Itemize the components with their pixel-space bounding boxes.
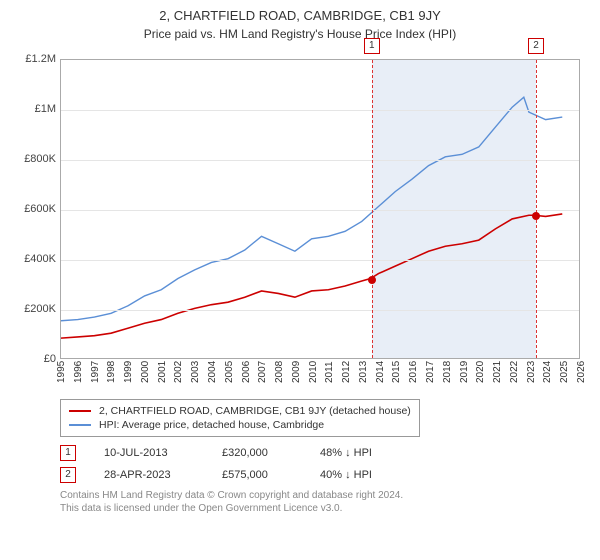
marker-dot (532, 212, 540, 220)
x-tick-label: 2025 (559, 361, 570, 383)
x-tick-label: 2006 (241, 361, 252, 383)
footer-line2: This data is licensed under the Open Gov… (60, 502, 588, 515)
sale-number-box: 2 (60, 467, 76, 483)
sale-pct: 48% ↓ HPI (320, 447, 372, 459)
x-tick-label: 1996 (73, 361, 84, 383)
sale-price: £320,000 (222, 447, 292, 459)
sale-number-box: 1 (60, 445, 76, 461)
marker-dot (368, 276, 376, 284)
x-tick-label: 2017 (425, 361, 436, 383)
legend-row: 2, CHARTFIELD ROAD, CAMBRIDGE, CB1 9JY (… (69, 404, 411, 418)
series-lines (61, 60, 579, 358)
x-tick-label: 2022 (509, 361, 520, 383)
x-tick-label: 2014 (375, 361, 386, 383)
marker-number-box: 2 (528, 38, 544, 54)
sale-row: 1 10-JUL-2013 £320,000 48% ↓ HPI (60, 445, 588, 461)
sale-date: 28-APR-2023 (104, 469, 194, 481)
sale-table: 1 10-JUL-2013 £320,000 48% ↓ HPI 2 28-APR-202… (60, 445, 588, 483)
legend-swatch (69, 424, 91, 426)
legend-swatch (69, 410, 91, 412)
x-tick-label: 2007 (257, 361, 268, 383)
x-tick-label: 2013 (358, 361, 369, 383)
legend: 2, CHARTFIELD ROAD, CAMBRIDGE, CB1 9JY (… (60, 399, 420, 437)
x-tick-label: 2015 (391, 361, 402, 383)
x-tick-label: 2026 (576, 361, 587, 383)
y-tick-label: £1.2M (16, 53, 56, 65)
chart-title: 2, CHARTFIELD ROAD, CAMBRIDGE, CB1 9JY (12, 8, 588, 23)
x-tick-label: 2003 (190, 361, 201, 383)
x-tick-label: 1999 (123, 361, 134, 383)
marker-number-box: 1 (364, 38, 380, 54)
gridline (61, 110, 579, 111)
chart-container: 2, CHARTFIELD ROAD, CAMBRIDGE, CB1 9JY P… (0, 0, 600, 521)
x-tick-label: 2000 (140, 361, 151, 383)
x-tick-label: 2012 (341, 361, 352, 383)
marker-line (536, 60, 537, 358)
x-tick-label: 1997 (90, 361, 101, 383)
x-tick-label: 2001 (157, 361, 168, 383)
x-tick-label: 2004 (207, 361, 218, 383)
y-tick-label: £800K (16, 153, 56, 165)
sale-price: £575,000 (222, 469, 292, 481)
x-tick-label: 2018 (442, 361, 453, 383)
y-tick-label: £600K (16, 203, 56, 215)
x-tick-label: 2020 (475, 361, 486, 383)
x-tick-label: 2008 (274, 361, 285, 383)
x-tick-label: 2011 (324, 361, 335, 383)
x-tick-label: 2002 (173, 361, 184, 383)
footer-line1: Contains HM Land Registry data © Crown c… (60, 489, 588, 502)
sale-row: 2 28-APR-2023 £575,000 40% ↓ HPI (60, 467, 588, 483)
y-tick-label: £0 (16, 353, 56, 365)
chart-area: 12 1995 1996 1997 1998 1999 2000 2001 2002 2003 2… (12, 49, 588, 399)
legend-row: HPI: Average price, detached house, Camb… (69, 418, 411, 432)
sale-pct: 40% ↓ HPI (320, 469, 372, 481)
marker-line (372, 60, 373, 358)
x-tick-label: 2023 (526, 361, 537, 383)
x-tick-label: 2024 (542, 361, 553, 383)
x-axis: 1995199619971998199920002001200220032004… (60, 361, 580, 399)
x-tick-label: 2005 (224, 361, 235, 383)
x-tick-label: 2009 (291, 361, 302, 383)
series-hpi (61, 97, 562, 321)
y-tick-label: £200K (16, 303, 56, 315)
x-tick-label: 1995 (56, 361, 67, 383)
gridline (61, 310, 579, 311)
y-tick-label: £1M (16, 103, 56, 115)
x-tick-label: 2016 (408, 361, 419, 383)
x-tick-label: 2010 (308, 361, 319, 383)
series-price_paid (61, 214, 562, 338)
gridline (61, 160, 579, 161)
legend-label: 2, CHARTFIELD ROAD, CAMBRIDGE, CB1 9JY (… (99, 405, 411, 417)
plot-area: 12 (60, 59, 580, 359)
chart-subtitle: Price paid vs. HM Land Registry's House … (12, 27, 588, 41)
sale-date: 10-JUL-2013 (104, 447, 194, 459)
legend-label: HPI: Average price, detached house, Camb… (99, 419, 324, 431)
x-tick-label: 1998 (106, 361, 117, 383)
gridline (61, 260, 579, 261)
y-tick-label: £400K (16, 253, 56, 265)
x-tick-label: 2019 (459, 361, 470, 383)
x-tick-label: 2021 (492, 361, 503, 383)
gridline (61, 210, 579, 211)
footer: Contains HM Land Registry data © Crown c… (60, 489, 588, 515)
